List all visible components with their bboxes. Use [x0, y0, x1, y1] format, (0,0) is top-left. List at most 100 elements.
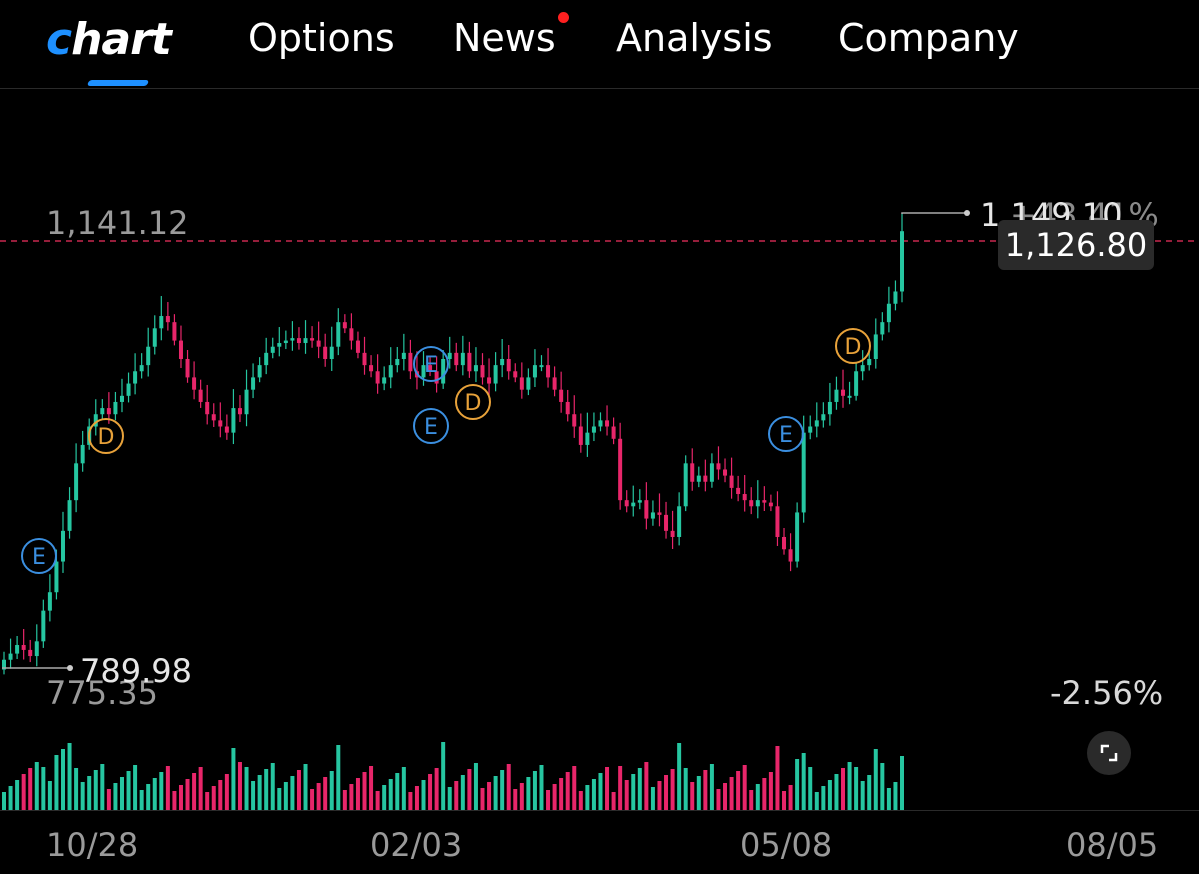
volume-bar: [447, 787, 452, 810]
candle-body: [644, 500, 649, 519]
volume-bar: [795, 759, 800, 810]
volume-bar: [428, 774, 433, 810]
tab-options[interactable]: Options: [248, 16, 395, 60]
volume-bar: [539, 765, 544, 810]
candle-body: [310, 338, 315, 341]
volume-bar: [336, 745, 341, 810]
volume-bar: [644, 762, 649, 810]
volume-bar: [323, 777, 328, 810]
tab-analysis[interactable]: Analysis: [616, 16, 773, 60]
volume-bar: [578, 791, 583, 810]
volume-bar: [768, 772, 773, 810]
candle-body: [277, 343, 282, 347]
candle-body: [178, 340, 183, 359]
volume-bar: [762, 778, 767, 810]
volume-bar: [893, 782, 898, 810]
volume-bar: [506, 764, 511, 810]
candle-body: [657, 512, 662, 515]
volume-bar: [664, 775, 669, 810]
volume-bar: [854, 767, 859, 810]
expand-chart-button[interactable]: [1087, 731, 1131, 775]
volume-bar: [441, 742, 446, 810]
volume-bar: [703, 770, 708, 810]
dividend-marker: [88, 418, 124, 454]
volume-bar: [362, 772, 367, 810]
volume-bar: [788, 785, 793, 810]
change-pct-label: -2.56%: [1050, 674, 1164, 712]
candle-body: [886, 303, 891, 323]
candle-body: [421, 365, 426, 378]
volume-bar: [677, 743, 682, 810]
volume-bar: [80, 782, 85, 810]
tab-news[interactable]: News: [453, 16, 556, 60]
volume-bar: [349, 784, 354, 810]
volume-bar: [296, 770, 301, 810]
candle-body: [80, 444, 85, 464]
candle-body: [513, 371, 518, 378]
marker-label: E: [424, 353, 438, 378]
candle-body: [539, 365, 544, 368]
volume-bar: [34, 762, 39, 810]
volume-bar: [473, 763, 478, 810]
candle-body: [519, 377, 524, 390]
candle-body: [237, 408, 242, 415]
candle-body: [434, 371, 439, 384]
candle-body: [251, 377, 256, 390]
volume-bar: [657, 781, 662, 810]
volume-bar: [723, 783, 728, 810]
volume-bar: [565, 772, 570, 810]
candle-body: [47, 592, 52, 611]
volume-bar: [782, 791, 787, 810]
volume-bar: [329, 771, 334, 810]
candle-body: [231, 408, 236, 433]
candle-body: [283, 340, 288, 344]
chart-logo[interactable]: chart: [46, 14, 172, 65]
volume-bar: [264, 769, 269, 810]
volume-bar: [801, 753, 806, 810]
volume-bar: [270, 763, 275, 810]
volume-bar: [159, 772, 164, 810]
candle-body: [454, 352, 459, 366]
candle-body: [755, 500, 760, 507]
x-label-4: 08/05: [1066, 826, 1159, 864]
candle-body: [382, 377, 387, 384]
candle-body: [500, 358, 505, 366]
volume-bar: [401, 767, 406, 810]
volume-bar: [755, 784, 760, 810]
candle-body: [768, 502, 773, 507]
tab-company[interactable]: Company: [838, 16, 1019, 60]
candle-body: [814, 420, 819, 427]
volume-bar: [146, 784, 151, 810]
volume-bar: [900, 756, 904, 810]
volume-bar: [729, 777, 734, 810]
volume-bar: [500, 770, 505, 810]
candle-body: [375, 371, 380, 384]
volume-bar: [342, 790, 347, 810]
candle-body: [526, 377, 531, 390]
volume-bar: [388, 779, 393, 810]
candle-body: [126, 383, 131, 396]
volume-bar: [526, 777, 531, 810]
volume-bar: [152, 778, 157, 810]
volume-bar: [2, 792, 6, 810]
candle-body: [808, 426, 813, 433]
candle-body: [834, 389, 839, 402]
volume-bar: [15, 780, 20, 810]
volume-bar: [8, 786, 13, 810]
volume-bar: [513, 789, 518, 810]
volume-bar: [74, 768, 79, 810]
candle-body: [598, 420, 603, 427]
candle-body: [41, 610, 46, 642]
volume-bar: [192, 773, 197, 810]
volume-bar: [546, 790, 551, 810]
candle-body: [716, 463, 721, 470]
volume-bar: [218, 780, 223, 810]
candle-body: [54, 561, 59, 593]
x-label-2: 02/03: [370, 826, 463, 864]
volume-bar: [87, 776, 92, 810]
volume-bar: [172, 791, 177, 810]
volume-bar: [631, 774, 636, 810]
candle-body: [650, 512, 655, 519]
volume-bar: [165, 766, 170, 810]
